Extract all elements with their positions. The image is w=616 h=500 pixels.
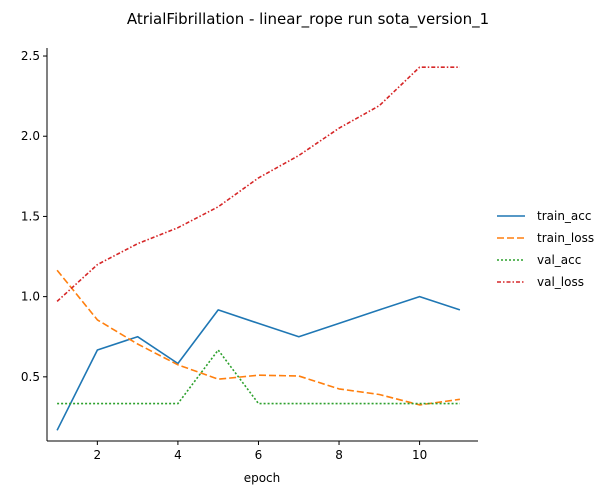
legend-label: val_acc (537, 253, 581, 267)
x-tick-label: 2 (94, 448, 102, 462)
chart-title: AtrialFibrillation - linear_rope run sot… (127, 10, 489, 29)
x-tick-label: 4 (174, 448, 182, 462)
legend-label: val_loss (537, 275, 584, 289)
y-axis-ticks: 0.5 1.0 1.5 2.0 2.5 (21, 49, 47, 384)
series-line-val-acc (57, 349, 460, 405)
y-tick-label: 0.5 (21, 370, 40, 384)
series-line-val-loss (56, 66, 460, 302)
x-tick-label: 10 (412, 448, 427, 462)
legend: train_acc train_loss val_acc val_loss (497, 209, 594, 289)
x-tick-label: 8 (335, 448, 343, 462)
legend-label: train_loss (537, 231, 594, 245)
series-layer (56, 66, 461, 431)
legend-label: train_acc (537, 209, 591, 223)
x-tick-label: 6 (255, 448, 263, 462)
y-tick-label: 1.5 (21, 209, 40, 223)
series-line-train-loss (56, 269, 461, 406)
x-axis-label: epoch (244, 471, 281, 485)
y-tick-label: 1.0 (21, 290, 40, 304)
y-tick-label: 2.0 (21, 129, 40, 143)
series-line-train-acc (56, 295, 461, 431)
y-tick-label: 2.5 (21, 49, 40, 63)
x-axis-ticks: 2 4 6 8 10 (94, 441, 427, 462)
